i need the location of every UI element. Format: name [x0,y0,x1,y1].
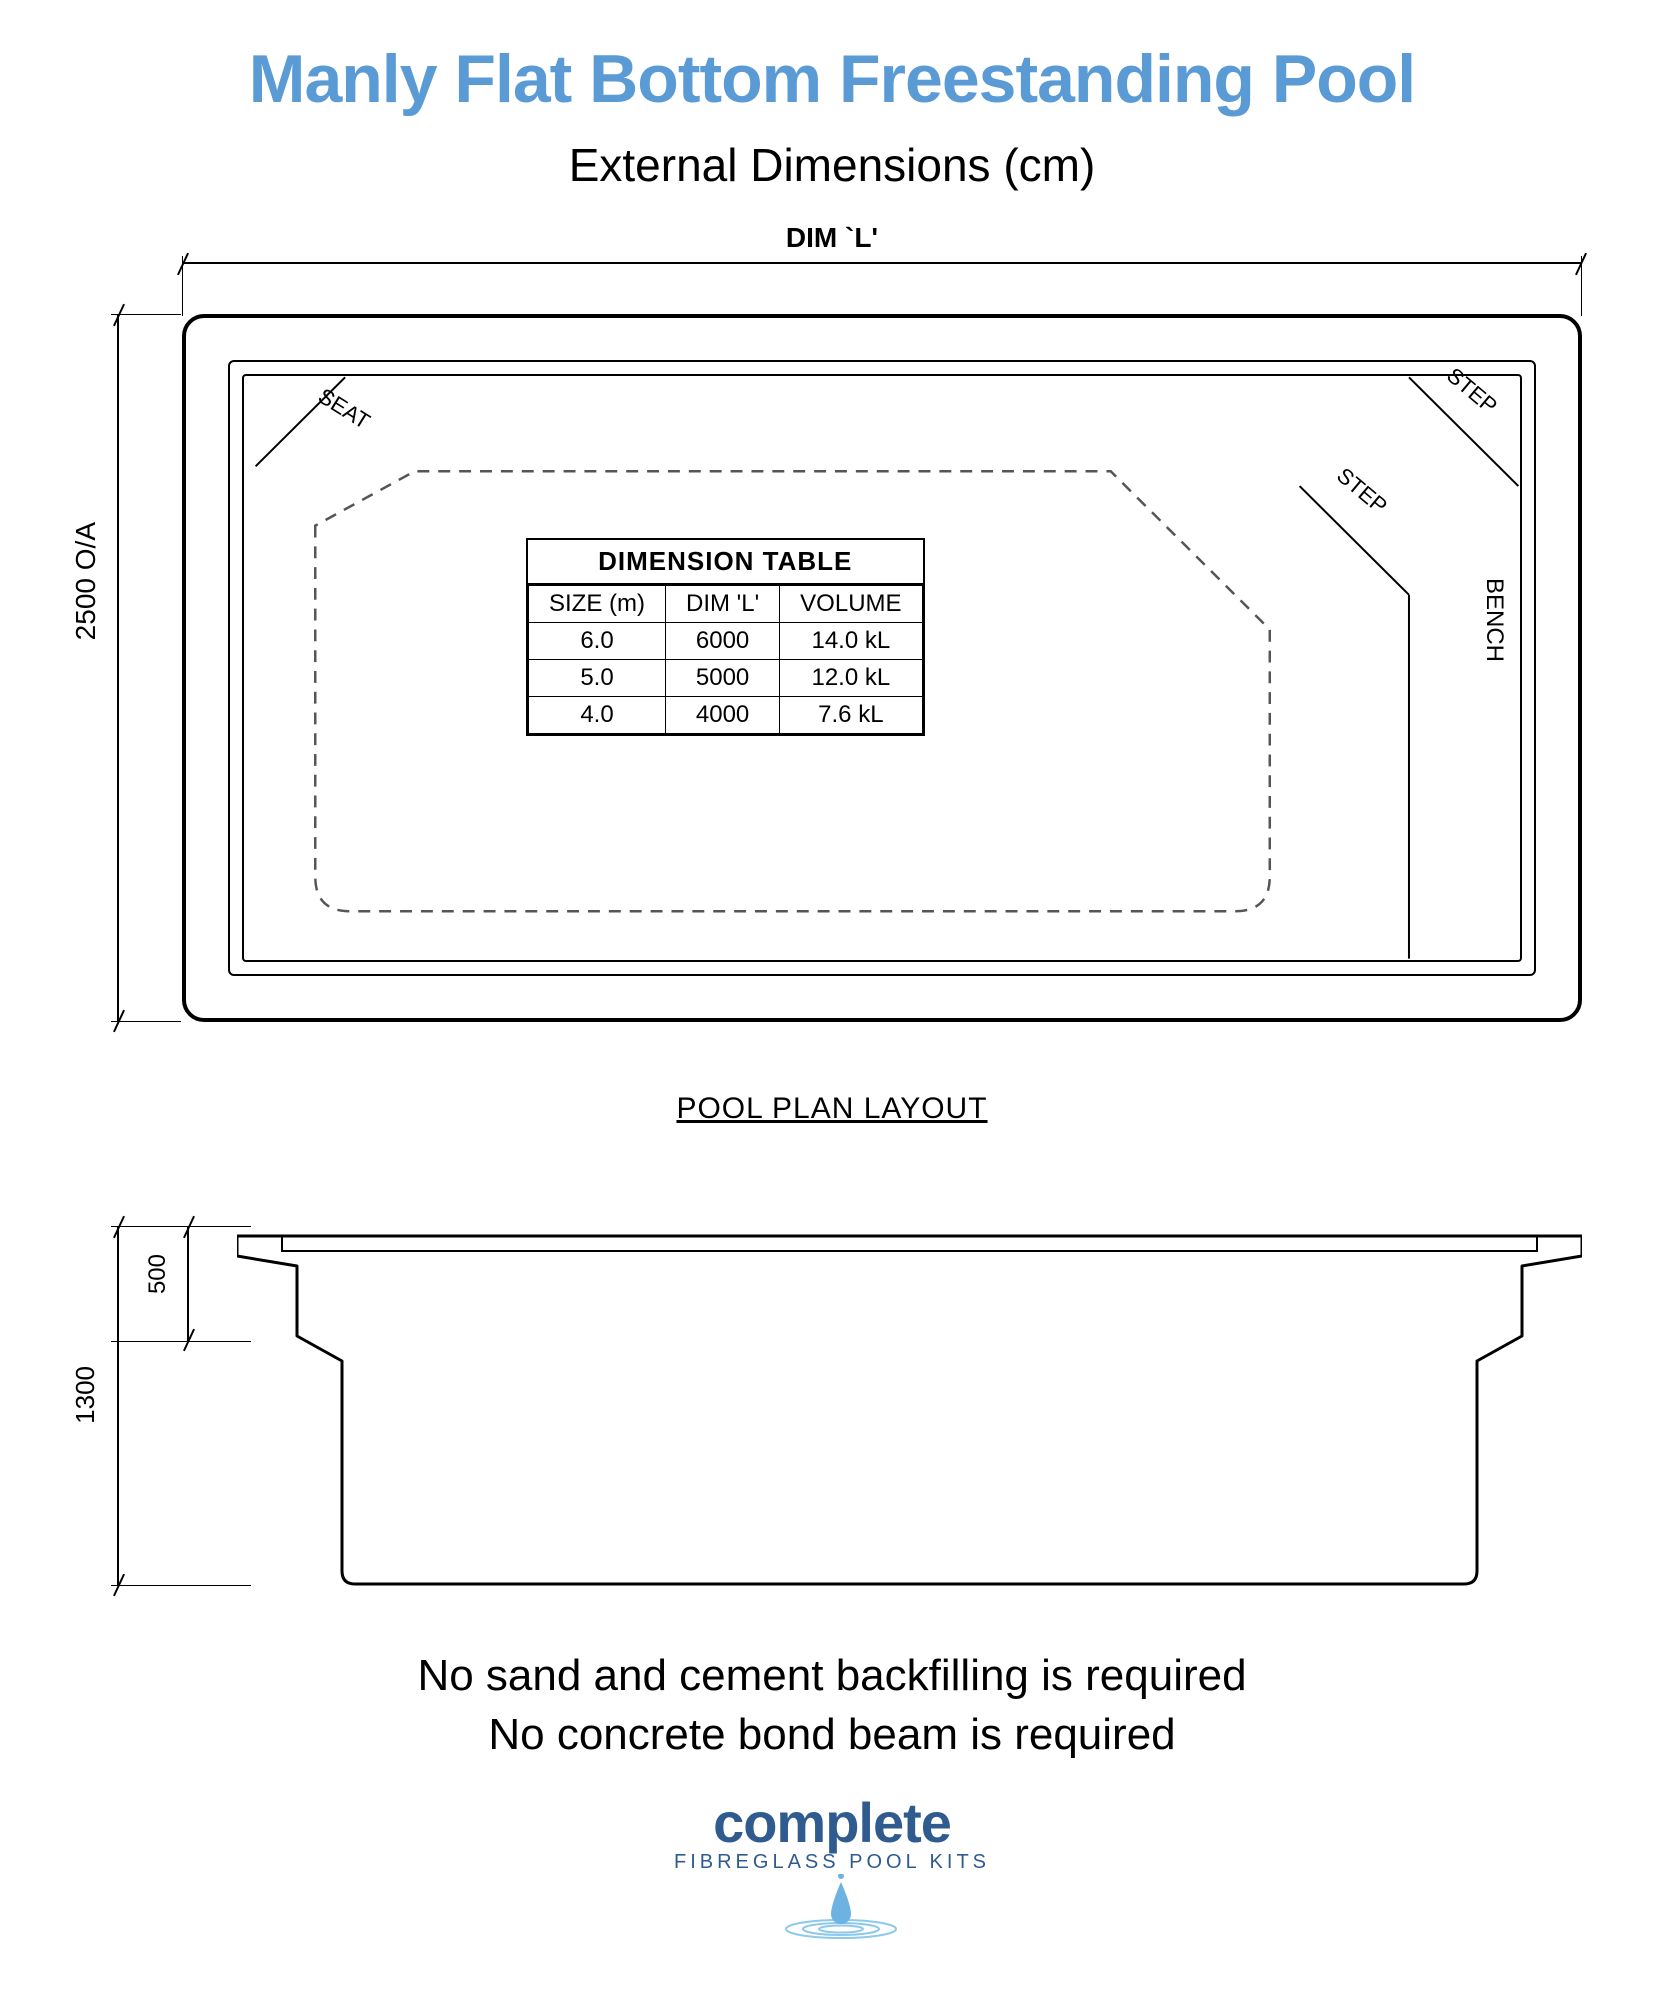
logo-sub-text: FIBREGLASS POOL KITS [60,1851,1604,1874]
dimension-table-cell: 14.0 kL [780,623,922,660]
dimension-table-header: VOLUME [780,586,922,623]
bench-label: BENCH [1480,578,1508,662]
dimension-table-cell: 5000 [666,660,780,697]
plan-view: DIM `L' 2500 O/A SEAT STEP STEP BENCH DI… [62,222,1602,1022]
dimension-table-cell: 6000 [666,623,780,660]
elev-dim-full-line [117,1226,119,1586]
elevation-svg [237,1226,1582,1586]
dimension-table-cell: 4000 [666,697,780,734]
page-subtitle: External Dimensions (cm) [60,138,1604,192]
plan-caption: POOL PLAN LAYOUT [60,1092,1604,1126]
notes: No sand and cement backfilling is requir… [60,1646,1604,1765]
dim-h-ext-bottom [111,1021,181,1022]
water-drop-icon [781,1874,901,1949]
dimension-table-cell: 7.6 kL [780,697,922,734]
note-line-2: No concrete bond beam is required [60,1705,1604,1764]
elev-ext-bottom [111,1585,251,1586]
elev-dim-top-line [187,1226,189,1341]
dim-l-label: DIM `L' [62,222,1602,254]
dim-l-line [182,262,1582,264]
logo: complete FIBREGLASS POOL KITS [60,1790,1604,1949]
elev-dim-top-label: 500 [144,1254,172,1294]
elev-dim-full-label: 1300 [70,1366,101,1424]
dim-h-line [117,314,119,1022]
pool-outline-outer: SEAT STEP STEP BENCH DIMENSION TABLE SIZ… [182,314,1582,1022]
page-title: Manly Flat Bottom Freestanding Pool [60,40,1604,118]
elev-ext-mid [111,1341,251,1342]
dimension-table-header: SIZE (m) [529,586,666,623]
dim-h-label: 2500 O/A [70,522,102,640]
elev-ext-top [111,1226,251,1227]
logo-main-text: complete [713,1790,951,1855]
dim-l-ext-right [1581,256,1582,316]
dimension-table-cell: 6.0 [529,623,666,660]
dimension-table-row: 4.040007.6 kL [529,697,923,734]
dimension-table-cell: 5.0 [529,660,666,697]
dimension-table-cell: 4.0 [529,697,666,734]
dimension-table-header: DIM 'L' [666,586,780,623]
note-line-1: No sand and cement backfilling is requir… [60,1646,1604,1705]
dim-h-ext-top [111,314,181,315]
dimension-table-title: DIMENSION TABLE [528,540,923,585]
dim-l-ext-left [182,256,183,316]
dimension-table: DIMENSION TABLE SIZE (m)DIM 'L'VOLUME 6.… [526,538,925,736]
dimension-table-cell: 12.0 kL [780,660,922,697]
elevation-view: 1300 500 [62,1226,1602,1586]
dimension-table-row: 6.0600014.0 kL [529,623,923,660]
dimension-table-row: 5.0500012.0 kL [529,660,923,697]
